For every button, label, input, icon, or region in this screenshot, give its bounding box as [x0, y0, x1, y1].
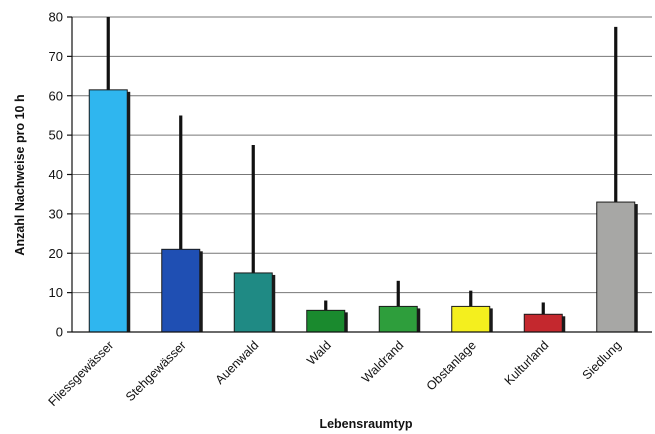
y-tick-label: 0: [56, 325, 63, 340]
bar: [88, 89, 128, 333]
x-category-label: Kulturland: [502, 338, 552, 388]
bar: [306, 309, 346, 333]
bar: [523, 313, 563, 333]
bar: [378, 305, 418, 333]
x-axis-title: Lebensraumtyp: [319, 417, 412, 431]
x-category-label: Siedlung: [580, 338, 624, 382]
y-tick-label: 60: [49, 88, 63, 103]
x-category-label: Auenwald: [213, 338, 262, 387]
y-axis-title: Anzahl Nachweise pro 10 h: [13, 94, 27, 255]
y-tick-label: 20: [49, 246, 63, 261]
x-category-label: Fliessgewässer: [46, 338, 117, 409]
bar: [233, 272, 273, 333]
y-tick-label: 10: [49, 285, 63, 300]
x-category-label: Obstanlage: [424, 338, 479, 393]
gridlines: [72, 16, 652, 294]
x-axis-categories: Fliessgewässer Stehgewässer Auenwald Wald Wa…: [46, 338, 624, 409]
y-axis-ticks: 0 10 20 30 40 50 60 70 80: [49, 10, 72, 340]
y-tick-label: 80: [49, 10, 63, 25]
bar: [596, 201, 636, 333]
x-category-label: Stehgewässer: [123, 338, 189, 404]
bar: [451, 305, 491, 333]
y-tick-label: 40: [49, 167, 63, 182]
x-category-label: Waldrand: [359, 338, 406, 385]
y-tick-label: 50: [49, 128, 63, 143]
bar: [161, 248, 201, 333]
bars: [88, 17, 638, 333]
y-tick-label: 70: [49, 49, 63, 64]
y-tick-label: 30: [49, 206, 63, 221]
x-category-label: Wald: [304, 338, 334, 368]
